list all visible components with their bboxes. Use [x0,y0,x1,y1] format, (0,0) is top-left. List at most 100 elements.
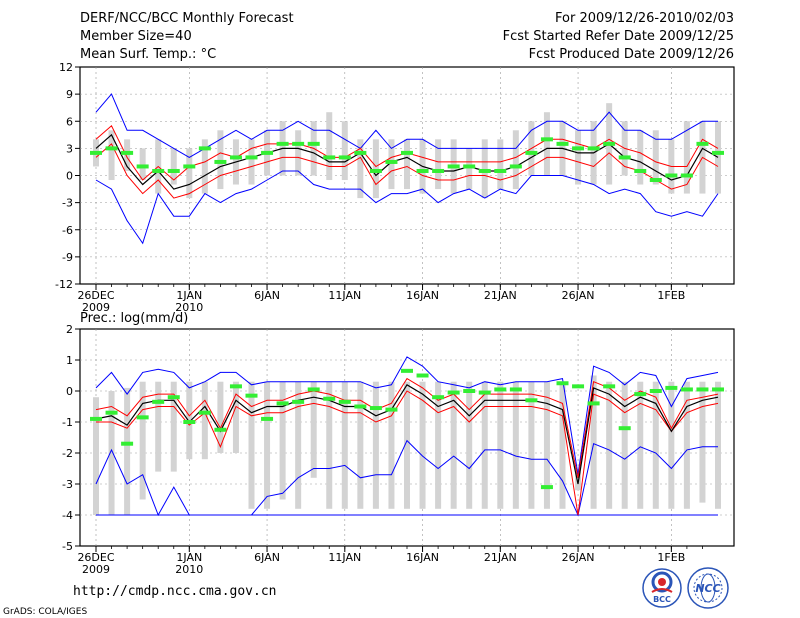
observed-marker [229,155,242,160]
spread-box [279,381,286,500]
observed-marker [152,399,165,404]
spread-box [715,121,721,194]
observed-marker [696,387,709,392]
ncc-logo-text: NCC [695,582,720,595]
observed-marker [354,150,367,155]
observed-marker [432,168,445,173]
x-tick-label: 6JAN [254,551,280,564]
observed-marker [603,141,616,146]
observed-marker [323,155,336,160]
y-tick-label: 9 [66,88,73,101]
spread-box [466,148,473,190]
x-tick-label: 26JAN [562,551,595,564]
observed-marker [494,168,507,173]
min-line [95,170,719,245]
start-date: Fcst Started Refer Date 2009/12/25 [503,29,734,44]
observed-marker [447,164,460,169]
bcc-logo-text: BCC [653,595,671,604]
observed-marker [618,155,631,160]
spread-box [326,112,333,181]
spread-box [652,130,659,185]
ensemble-mean-line [95,133,719,190]
observed-marker [307,141,320,146]
spread-box [357,381,364,509]
spread-box [652,381,659,509]
spread-box [481,381,488,509]
figure-title: DERF/NCC/BCC Monthly Forecast [80,11,294,26]
x-tick-label: 26DEC [77,551,114,564]
y-tick-label: -6 [62,224,73,237]
spread-box [528,381,535,509]
spread-box [155,381,162,472]
observed-marker [292,141,305,146]
spread-box [186,148,193,199]
observed-marker [665,385,678,390]
observed-marker [587,401,600,406]
x-tick-label: 1FEB [657,289,685,302]
spread-box [170,148,177,185]
observed-marker [572,384,585,389]
y-tick-label: 6 [66,115,73,128]
x-tick-label: 21JAN [484,551,517,564]
spread-box [575,130,582,185]
observed-marker [540,137,553,142]
observed-marker [338,155,351,160]
spread-box [715,381,721,509]
observed-marker [478,168,491,173]
observed-marker [292,399,305,404]
observed-marker [696,141,709,146]
spread-box [108,391,115,515]
spread-box [310,381,317,478]
observed-marker [401,368,413,373]
observed-marker [261,150,274,155]
observed-marker [338,399,351,404]
x-tick-label: 26JAN [562,289,595,302]
x-tick-label: 26DEC [77,289,114,302]
spread-box [372,381,379,509]
ncc-logo: NCC [687,567,729,609]
observed-marker [105,410,118,415]
observed-marker [183,420,196,424]
spread-box [668,381,675,509]
forecast-period: For 2009/12/26-2010/02/03 [555,11,734,26]
spread-box [590,375,597,509]
observed-marker [680,387,693,392]
spread-box [341,121,348,181]
observed-marker [90,416,102,421]
observed-marker [369,406,382,411]
spread-box [637,381,644,509]
observed-marker [478,390,491,395]
observed-marker [214,427,227,432]
observed-marker [618,426,631,431]
footer-url[interactable]: http://cmdp.ncc.cma.gov.cn [73,584,277,599]
spread-box [543,381,550,509]
spread-box [139,381,146,500]
x-tick-label: 1FEB [657,551,685,564]
spread-box [264,381,271,509]
observed-marker [167,168,180,173]
spread-box [248,381,255,509]
observed-marker [198,146,211,151]
observed-marker [634,168,647,173]
observed-marker [540,485,553,490]
lower-std-line [95,143,719,199]
spread-box [217,381,224,453]
observed-marker [261,416,274,421]
y-tick-label: -4 [62,509,73,522]
bcc-logo: BCC [642,568,682,608]
observed-marker [712,387,724,392]
variable-label: Mean Surf. Temp.: °C [80,47,216,62]
spread-box [388,139,395,190]
observed-marker [509,164,522,169]
observed-marker [680,173,693,178]
spread-box [124,387,131,515]
grads-credit: GrADS: COLA/IGES [3,607,87,617]
spread-box [248,139,255,185]
x-tick-sublabel: 2009 [82,563,110,576]
max-line [95,93,718,158]
observed-marker [229,384,242,389]
observed-marker [463,389,476,393]
spread-box [481,139,488,199]
observed-marker [432,395,445,400]
observed-marker [136,164,149,169]
